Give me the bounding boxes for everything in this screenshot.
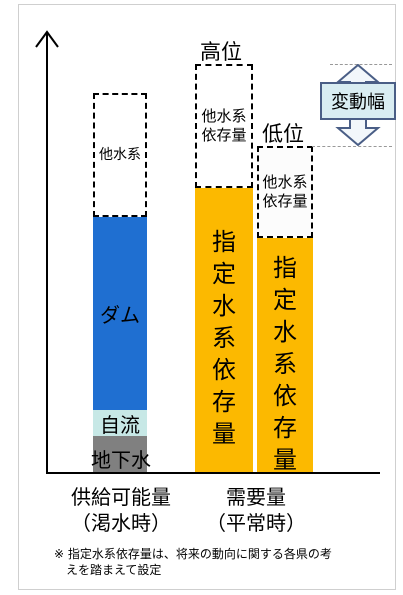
range-label: 変動幅: [331, 92, 385, 113]
y-axis: [46, 32, 48, 474]
supply-groundwater-segment: [93, 436, 147, 472]
high-level-label: 高位: [200, 40, 242, 64]
demand-low-other-label: 他水系 依存量: [262, 173, 308, 210]
demand-high-designated-segment: 指定水系依存量: [195, 188, 253, 472]
supply-groundwater-label: 地下水: [91, 448, 151, 472]
supply-natural-flow-segment: 自流: [93, 410, 147, 437]
figure-frame: [18, 4, 396, 590]
low-reference-line: [312, 146, 392, 147]
supply-dam-segment: ダム: [93, 217, 147, 410]
demand-low-other-segment: 他水系 依存量: [257, 146, 313, 238]
x-axis: [46, 472, 380, 474]
supply-natural-flow-label: 自流: [100, 412, 140, 437]
range-label-box: 変動幅: [320, 82, 396, 120]
demand-high-designated-label: 指定水系依存量: [212, 228, 236, 448]
supply-other-segment: 他水系: [93, 93, 147, 217]
demand-low-designated-segment: 指定水系依存量: [257, 238, 313, 474]
demand-high-other-label: 他水系 依存量: [201, 107, 247, 144]
y-axis-arrowhead: [35, 30, 59, 48]
demand-high-other-segment: 他水系 依存量: [195, 64, 253, 188]
supply-dam-label: ダム: [100, 303, 140, 327]
low-level-label: 低位: [262, 122, 304, 146]
x-label-demand: 需要量 （平常時）: [206, 485, 306, 535]
high-reference-line: [330, 64, 392, 65]
footnote: ※ 指定水系依存量は、将来の動向に関する各県の考 えを踏まえて設定: [54, 547, 332, 577]
supply-other-label: 他水系: [99, 146, 141, 163]
demand-low-designated-label: 指定水系依存量: [273, 254, 297, 474]
x-label-supply: 供給可能量 （渇水時）: [71, 485, 171, 535]
